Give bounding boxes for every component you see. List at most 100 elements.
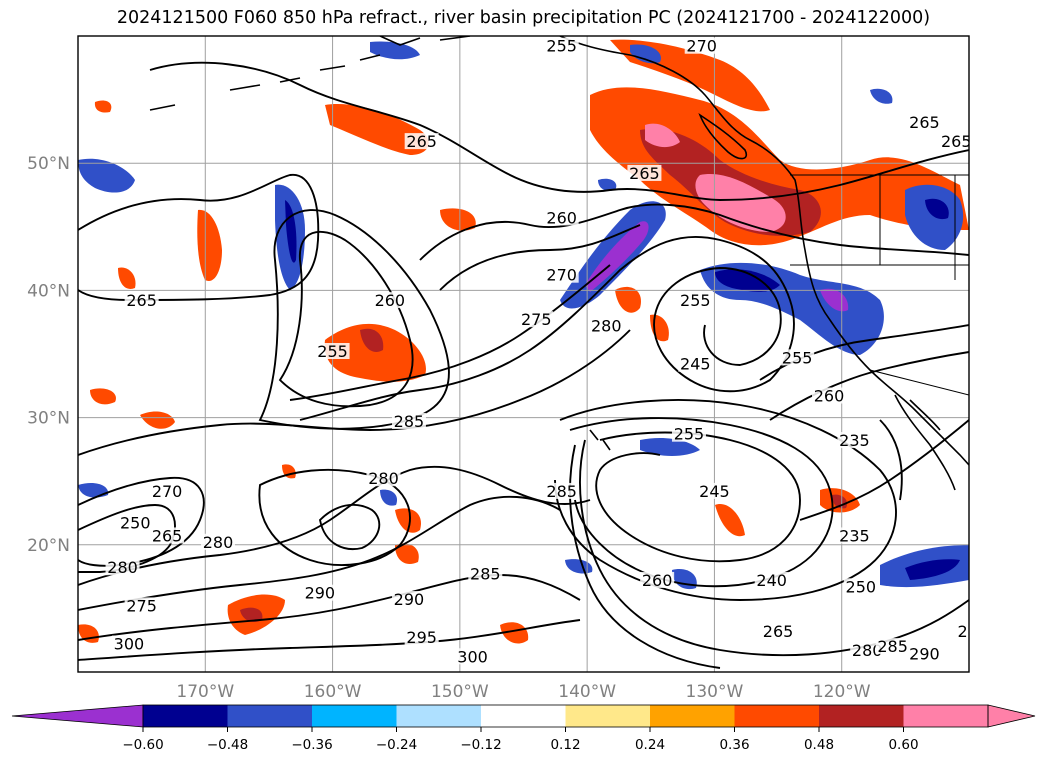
precip-negative-region [905,184,964,250]
precip-strong-negative-region [820,288,849,312]
contour-label-background [404,133,439,150]
contour-label-background [366,470,401,487]
colorbar-tick-label: −0.24 [376,737,417,753]
colorbar-tick-label: −0.60 [122,737,163,753]
precip-positive-region [90,388,116,405]
precip-positive-region [325,104,429,155]
precip-negative-region [565,559,593,574]
colorbar: −0.60 −0.48 −0.36 −0.24 −0.12 0.12 0.24 0.36 0.4… [11,704,1036,753]
contour-label: 295 [406,628,437,647]
precip-strong-negative-region [905,559,960,580]
contour-label-background [627,164,662,181]
contour-label: 2 [958,622,968,641]
contour-label-background [302,584,337,601]
contour-label: 240 [756,571,787,590]
contour-label: 260 [546,208,577,227]
precip-positive-region [715,504,745,537]
contour-label-background [404,629,439,646]
precip-positive-region [118,267,136,289]
contour-label-background [811,387,846,404]
contour-line [419,203,969,261]
contour-line [78,465,591,586]
contour-label: 260 [814,387,845,406]
contour-label-background [907,114,942,131]
colorbar-bin [227,705,313,727]
contour-label: 235 [839,431,870,450]
longitude-label: 130°W [686,682,744,702]
map-title: 2024121500 F060 850 hPa refract., river … [116,8,931,28]
contour-label: 290 [305,584,336,603]
map-graticule [78,36,969,672]
colorbar-bin [565,705,651,727]
contour-label: 280 [852,641,883,660]
contour-label-background [372,292,407,309]
contour-line [769,351,969,421]
contour-label: 275 [521,310,552,329]
longitude-label: 120°W [813,682,871,702]
contour-label-background [468,565,503,582]
precip-positive-region [140,411,175,429]
contour-label: 285 [394,412,425,431]
contour-label: 265 [763,622,794,641]
contour-label: 265 [406,132,437,151]
colorbar-tick-label: −0.12 [460,737,501,753]
contour-label: 280 [591,317,622,336]
us-mexico-border [869,369,969,396]
precip-positive-region [615,286,641,313]
precip-positive-region [94,100,112,113]
colorbar-tick-label: −0.48 [207,737,248,753]
colorbar-bin [903,705,989,727]
colorbar-underflow-arrow [11,704,144,728]
contour-label-background [544,209,579,226]
contour-label-background [875,638,910,655]
contour-label: 265 [909,113,940,132]
contour-line [78,574,581,641]
contour-label: 235 [839,526,870,545]
refractivity-contours [78,61,969,669]
precip-negative-region [380,489,398,506]
contour-label: 265 [126,291,157,310]
contour-line [554,399,897,601]
longitude-label: 170°W [176,682,234,702]
contour-label: 285 [546,482,577,501]
contour-label-background [907,645,942,662]
contour-line [579,439,969,657]
latitude-label: 40°N [27,281,70,301]
contour-line [258,468,411,566]
contour-label: 285 [470,565,501,584]
coastline-north-america [559,36,969,466]
contour-line [278,230,414,408]
precip-strong-negative-region [925,198,949,220]
contour-label: 300 [457,647,488,666]
contour-label: 245 [680,355,711,374]
contour-label-background [519,311,554,328]
contour-label: 290 [909,645,940,664]
contour-label-background [837,432,872,449]
colorbar-bin [312,705,397,727]
contour-label: 265 [941,132,972,151]
longitude-label: 140°W [558,682,616,702]
precip-strong-negative-region [715,269,780,292]
precip-strong-region [240,607,263,622]
contour-label: 250 [120,514,151,533]
precip-strong-region [360,328,384,352]
contour-label-background [391,591,426,608]
contour-label: 300 [114,635,145,654]
latitude-label: 30°N [27,409,70,429]
contour-label: 280 [203,533,234,552]
contour-label-background [761,622,796,639]
contour-label-background [684,37,719,54]
contour-label-background [124,597,159,614]
longitude-labels: 170°W 160°W 150°W 140°W 130°W 120°W [176,682,870,702]
precip-negative-region [78,158,135,193]
contour-label: 255 [782,348,813,367]
latitude-label: 50°N [27,154,70,174]
contour-line [595,431,801,563]
precip-positive-region [197,209,222,281]
coastline-vancouver-island [698,112,747,160]
contour-label-background [678,355,713,372]
contour-label-background [837,527,872,544]
precip-positive-region [395,508,421,533]
colorbar-tick-label: 0.60 [888,737,918,753]
